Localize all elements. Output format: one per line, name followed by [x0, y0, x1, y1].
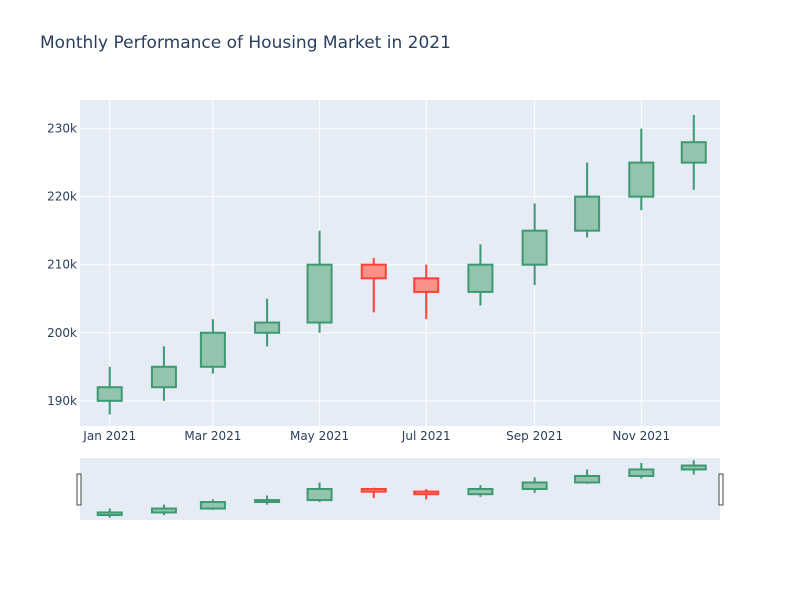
candle-body[interactable]	[414, 278, 438, 292]
y-tick-label: 220k	[47, 190, 77, 204]
rangeslider-candle-body[interactable]	[98, 512, 122, 515]
candle-body[interactable]	[98, 387, 122, 401]
candle-body[interactable]	[629, 163, 653, 197]
rangeslider-candle-body[interactable]	[201, 502, 225, 509]
candle-body[interactable]	[152, 367, 176, 387]
candle-body[interactable]	[201, 333, 225, 367]
x-tick-label: May 2021	[290, 429, 349, 443]
candle-body[interactable]	[308, 265, 332, 323]
rangeslider-candle-body[interactable]	[523, 482, 547, 489]
rangeslider-candle-body[interactable]	[468, 489, 492, 494]
y-tick-label: 230k	[47, 122, 77, 136]
rangeslider-candle-body[interactable]	[362, 489, 386, 492]
x-tick-label: Jul 2021	[401, 429, 451, 443]
rangeslider-handle-left[interactable]	[77, 474, 81, 505]
candle-body[interactable]	[682, 142, 706, 162]
x-tick-label: Jan 2021	[82, 429, 136, 443]
rangeslider-candle-body[interactable]	[575, 476, 599, 483]
rangeslider-candle-body[interactable]	[152, 509, 176, 513]
x-tick-label: Sep 2021	[506, 429, 563, 443]
rangeslider-handle-right[interactable]	[719, 474, 723, 505]
candle-body[interactable]	[575, 197, 599, 231]
rangeslider-candle-body[interactable]	[682, 466, 706, 470]
candle-body[interactable]	[523, 231, 547, 265]
candle-body[interactable]	[255, 323, 279, 333]
candle-body[interactable]	[468, 265, 492, 292]
x-tick-label: Nov 2021	[612, 429, 670, 443]
rangeslider-candle-body[interactable]	[629, 469, 653, 476]
rangeslider-candle-body[interactable]	[414, 492, 438, 495]
rangeslider-candle-body[interactable]	[308, 489, 332, 500]
y-tick-label: 210k	[47, 258, 77, 272]
y-tick-label: 200k	[47, 326, 77, 340]
rangeslider-candle-body[interactable]	[255, 500, 279, 502]
candle-body[interactable]	[362, 265, 386, 279]
x-tick-label: Mar 2021	[184, 429, 241, 443]
y-tick-label: 190k	[47, 394, 77, 408]
